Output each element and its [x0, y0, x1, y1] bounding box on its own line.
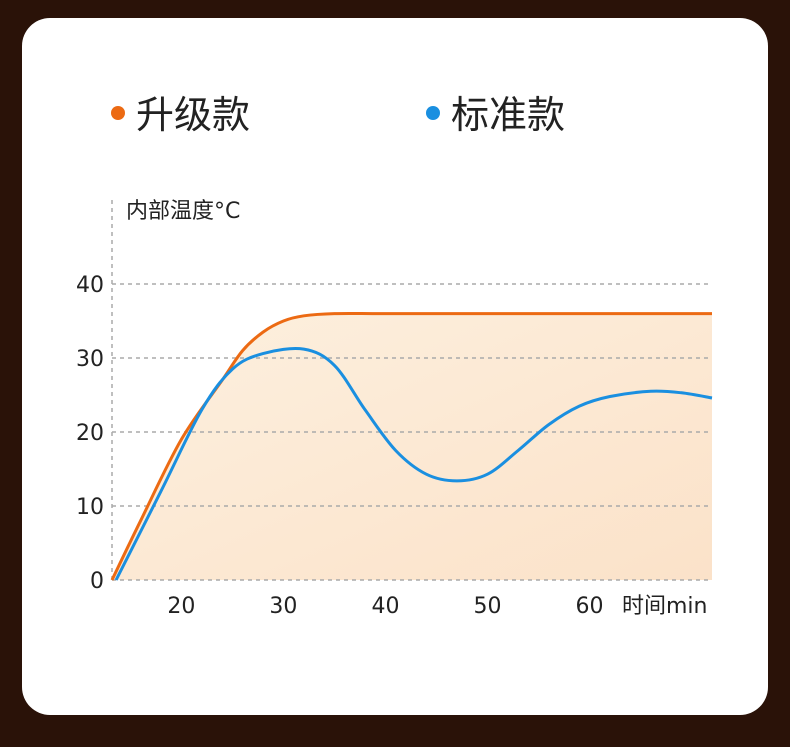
y-tick-label: 40: [76, 273, 104, 298]
x-axis-label: 时间min: [622, 594, 708, 619]
y-axis-label: 内部温度°C: [126, 199, 240, 224]
x-tick-label: 30: [269, 594, 297, 619]
y-tick-label: 20: [76, 421, 104, 446]
y-tick-label: 10: [76, 495, 104, 520]
x-tick-label: 60: [576, 594, 604, 619]
x-tick-label: 20: [167, 594, 195, 619]
line: [114, 347, 713, 581]
legend-marker: [111, 106, 125, 120]
area: [112, 313, 712, 580]
x-tick-label: 50: [474, 594, 502, 619]
x-tick-label: 40: [371, 594, 399, 619]
y-tick-label: 30: [76, 347, 104, 372]
line: [110, 311, 712, 581]
legend-label: 标准款: [451, 93, 565, 137]
legend-marker: [426, 106, 440, 120]
legend-label: 升级款: [136, 93, 250, 137]
y-tick-label: 0: [90, 569, 104, 594]
